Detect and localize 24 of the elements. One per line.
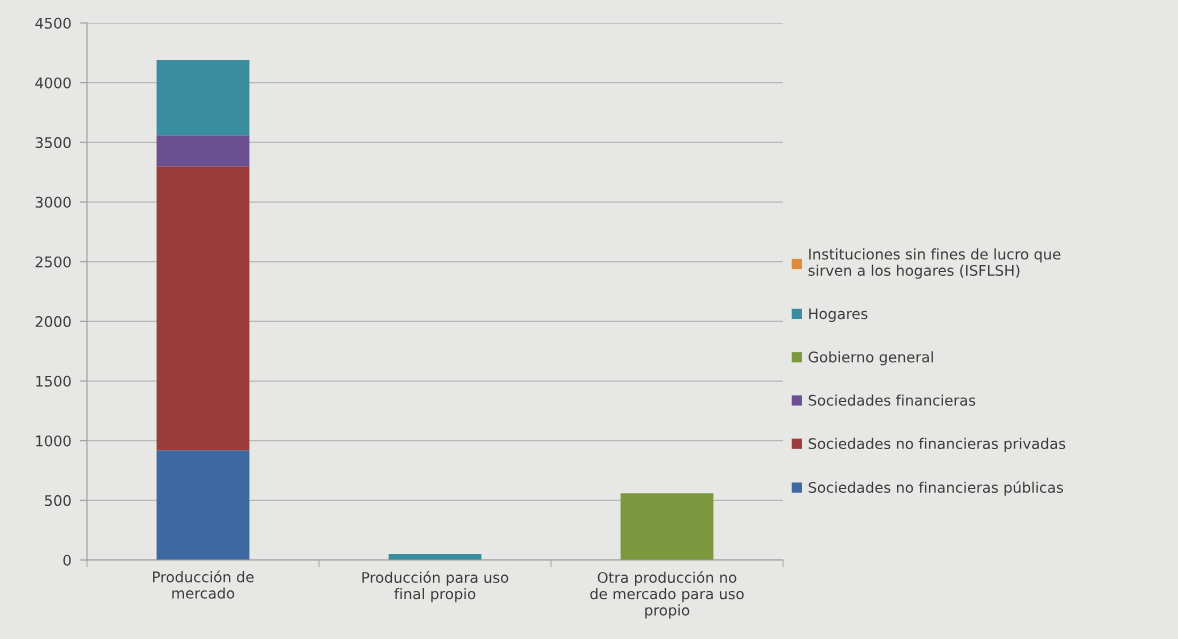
y-tick-label: 1000: [36, 435, 71, 447]
y-tick-label: 3000: [35, 196, 71, 208]
legend-label: Sociedades financieras: [808, 394, 976, 406]
legend-label: Hogares: [809, 308, 868, 323]
y-tick-label: 2000: [35, 316, 71, 328]
legend-label: Sociedades no financieras públicas: [808, 481, 1063, 496]
y-tick-label: 2500: [35, 256, 71, 268]
bar: [620, 493, 714, 560]
legend-label: Instituciones sin fines de lucro que sirven a los hogares (ISFLSH): [808, 248, 1061, 279]
bar: [156, 135, 250, 167]
x-tick-label: Producción de mercado: [153, 570, 254, 599]
bar: [156, 450, 250, 560]
y-tick-label: 1500: [36, 375, 71, 387]
x-tick-label: Otra producción no de mercado para uso propio: [590, 571, 744, 619]
bar: [156, 166, 250, 451]
bar: [156, 59, 250, 136]
legend-label: Gobierno general: [808, 351, 933, 366]
y-tick-label: 3500: [35, 137, 71, 149]
legend-label: Sociedades no financieras privadas: [808, 437, 1066, 452]
x-tick-label: Producción para uso final propio: [362, 571, 509, 603]
y-tick-label: 0: [63, 554, 71, 566]
y-tick-label: 4000: [35, 77, 71, 89]
y-tick-label: 4500: [35, 17, 71, 29]
y-tick-label: 500: [45, 495, 71, 507]
